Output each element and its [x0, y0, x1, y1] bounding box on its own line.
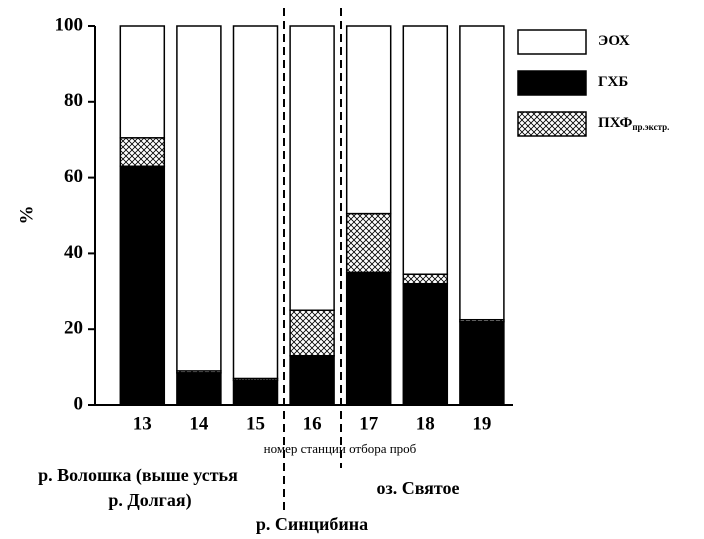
bar-segment: [289, 309, 335, 357]
bar-segment: [402, 25, 449, 275]
bar-segment: [345, 212, 392, 274]
bar-segment: [459, 320, 505, 406]
bar-segment: [119, 137, 166, 167]
legend-swatch: [517, 70, 587, 96]
legend-name: ЭОХ: [598, 33, 630, 49]
x-tick-label: 15: [246, 413, 265, 434]
y-tick-label: 60: [64, 166, 83, 187]
y-tick-label: 0: [74, 393, 84, 414]
bar-segment: [289, 354, 335, 406]
x-tick-label: 18: [416, 413, 435, 434]
x-axis-label: номер станции отбора проб: [264, 441, 417, 456]
bar-segment: [402, 282, 449, 406]
annotation: р. Волошка (выше устья: [38, 465, 238, 486]
x-tick-label: 13: [133, 413, 152, 434]
bar-segment: [345, 271, 392, 406]
legend-label: ЭОХ: [598, 33, 630, 49]
annotation: оз. Святое: [376, 478, 459, 498]
legend-swatch: [517, 29, 587, 55]
bar-segment: [119, 165, 166, 406]
legend-label: ГХБ: [598, 74, 628, 90]
bar-segment: [119, 25, 166, 139]
legend-label: ПХФпр.экстр.: [598, 115, 669, 132]
annotation: р. Синцибина: [256, 514, 368, 534]
y-tick-label: 80: [64, 90, 83, 111]
legend-subscript: пр.экстр.: [632, 122, 669, 132]
bar-segment: [345, 25, 392, 215]
bar-segment: [232, 379, 279, 406]
legend-swatch: [517, 111, 587, 137]
bar-segment: [402, 273, 449, 285]
bar-segment: [176, 372, 222, 406]
bar-segment: [176, 25, 222, 372]
legend-name: ГХБ: [598, 74, 628, 90]
x-tick-label: 19: [472, 413, 491, 434]
bar-segment: [232, 25, 279, 380]
y-axis-label: %: [16, 206, 37, 225]
y-tick-label: 40: [64, 242, 83, 263]
legend-name: ПХФ: [598, 115, 632, 131]
x-tick-label: 16: [303, 413, 322, 434]
y-tick-label: 20: [64, 318, 83, 339]
x-tick-label: 14: [189, 413, 209, 434]
x-tick-label: 17: [359, 413, 379, 434]
y-tick-label: 100: [55, 14, 84, 35]
bar-segment: [459, 25, 505, 321]
bar-segment: [289, 25, 335, 311]
annotation: р. Долгая): [108, 490, 191, 511]
